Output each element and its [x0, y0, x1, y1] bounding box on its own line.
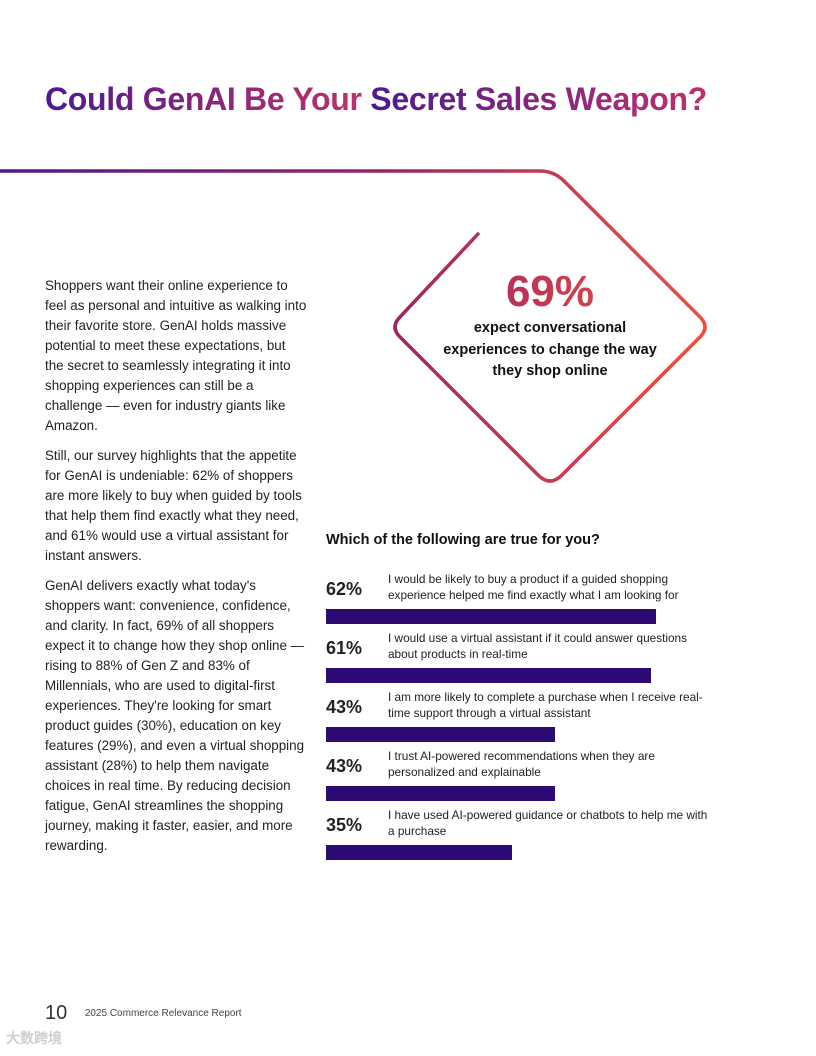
- chart-row: 43% I am more likely to complete a purcha…: [326, 690, 706, 749]
- chart-row: 43% I trust AI-powered recommendations wh…: [326, 749, 706, 808]
- chart-row: 62% I would be likely to buy a product if…: [326, 572, 706, 631]
- chart-value-label: 43%: [326, 697, 363, 717]
- chart-value-label: 61%: [326, 638, 363, 658]
- chart-category-label: I would be likely to buy a product if a …: [388, 572, 679, 602]
- page-footer: 10 2025 Commerce Relevance Report: [45, 1002, 242, 1025]
- page-number: 10: [45, 1002, 68, 1024]
- chart-bar: [326, 845, 512, 860]
- chart-bar: [326, 727, 555, 742]
- page-title: Could GenAI Be Your Secret Sales Weapon?: [45, 80, 707, 118]
- chart-value-label: 43%: [326, 756, 363, 776]
- body-text: Shoppers want their online experience to…: [45, 276, 307, 866]
- page-title-line-1: Could GenAI Be Your: [45, 81, 362, 117]
- chart-category-label: I would use a virtual assistant if it co…: [388, 631, 688, 661]
- watermark: 大数跨境: [6, 1030, 62, 1046]
- chart-bar: [326, 668, 651, 683]
- chart-row: 35% I have used AI-powered guidance or ch…: [326, 808, 708, 867]
- stat-callout-label: expect conversational experiences to cha…: [443, 320, 657, 379]
- stat-callout-value: 69%: [420, 268, 680, 316]
- body-paragraph-2: Still, our survey highlights that the ap…: [45, 448, 302, 563]
- stat-callout: 69% expect conversational experiences to…: [420, 268, 680, 383]
- body-paragraph-1: Shoppers want their online experience to…: [45, 278, 307, 433]
- chart-title: Which of the following are true for you?: [326, 532, 600, 548]
- chart-category-label: I am more likely to complete a purchase …: [388, 690, 703, 720]
- chart-row: 61% I would use a virtual assistant if it…: [326, 631, 706, 690]
- chart-category-label: I trust AI-powered recommendations when …: [388, 749, 655, 779]
- chart-bar: [326, 609, 656, 624]
- body-paragraph-3: GenAI delivers exactly what today's shop…: [45, 578, 305, 853]
- survey-bar-chart: Which of the following are true for you?…: [326, 532, 708, 867]
- chart-category-label: I have used AI-powered guidance or chatb…: [388, 808, 708, 838]
- chart-bar: [326, 786, 555, 801]
- chart-rows: 62% I would be likely to buy a product if…: [326, 572, 708, 867]
- page-title-line-2: Secret Sales Weapon?: [370, 81, 707, 117]
- decorative-line-diamond: [0, 169, 707, 483]
- chart-value-label: 62%: [326, 579, 363, 599]
- chart-value-label: 35%: [326, 815, 363, 835]
- report-name: 2025 Commerce Relevance Report: [84, 1008, 242, 1019]
